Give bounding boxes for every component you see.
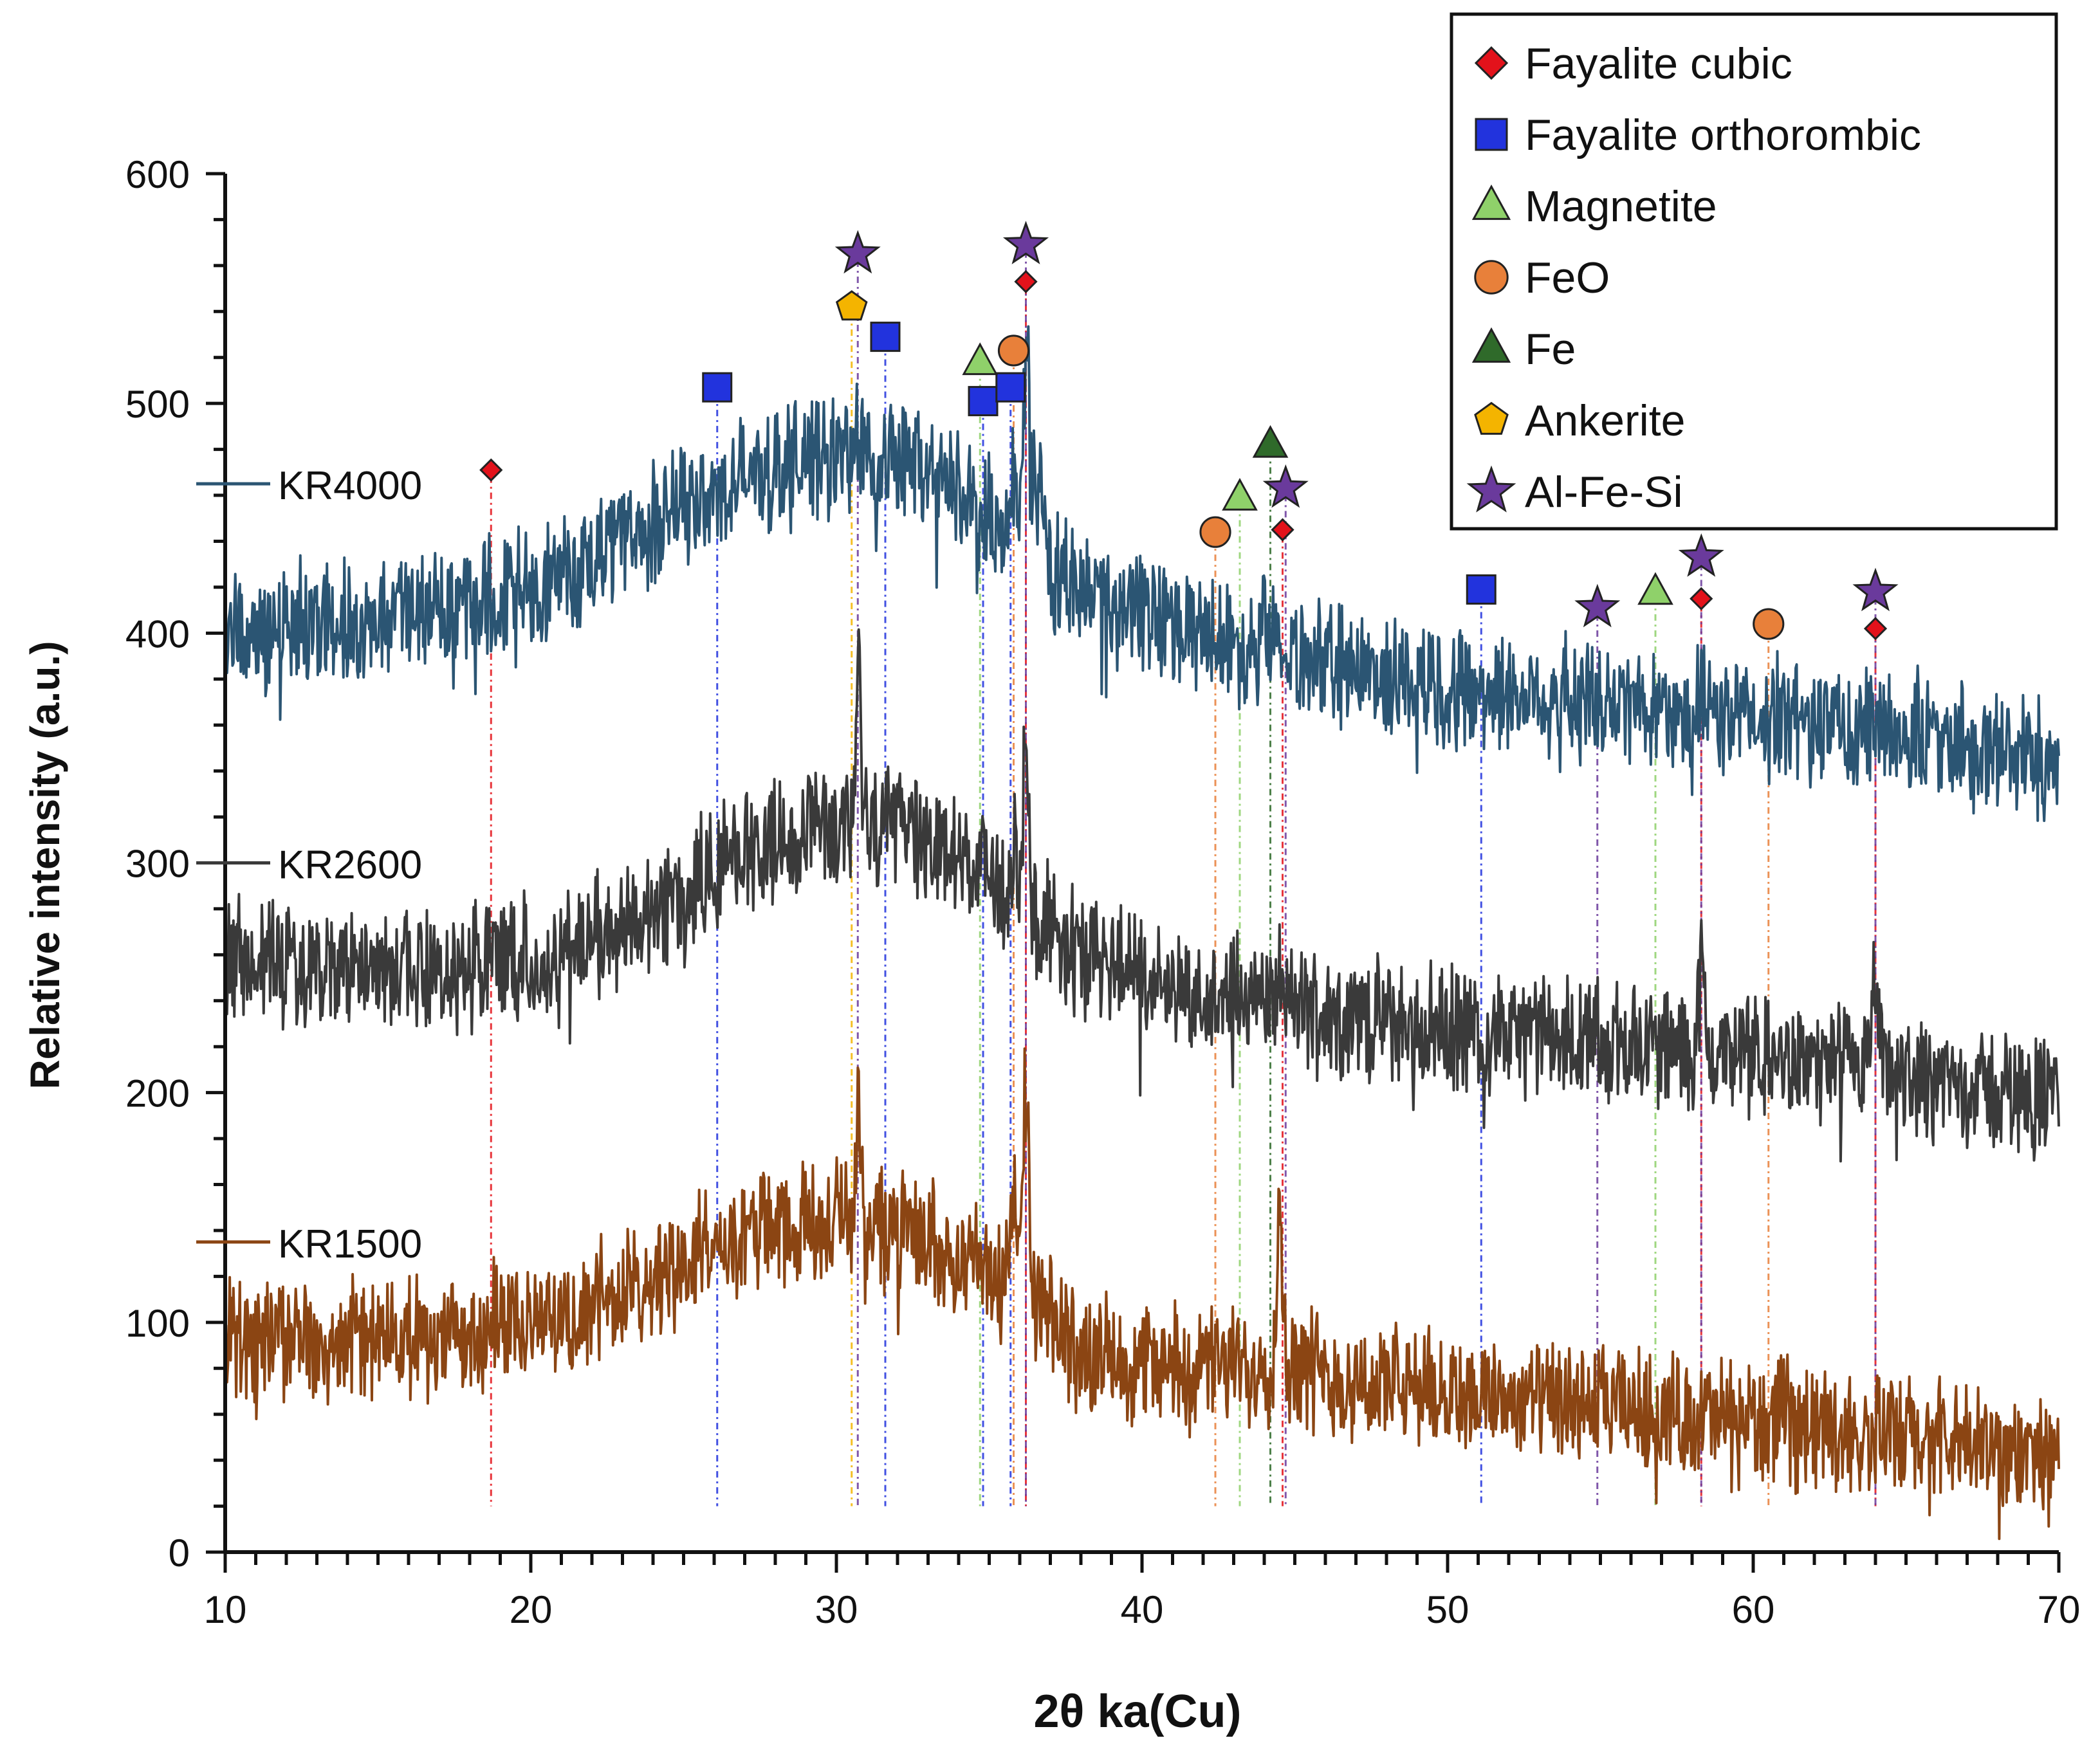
legend-label: Al-Fe-Si [1525,468,1683,517]
y-tick-label: 200 [125,1072,190,1115]
legend-item: Magnetite [1471,182,1717,231]
legend-label: Fayalite cubic [1525,39,1792,88]
series-label: KR4000 [278,464,422,508]
legend-item: Fayalite orthorombic [1475,111,1921,160]
square-marker-icon [1475,118,1508,151]
x-tick-label: 50 [1426,1588,1469,1631]
x-tick-label: 30 [815,1588,858,1631]
legend-item: Al-Fe-Si [1466,465,1683,517]
legend-item: Fe [1471,325,1576,374]
phase-marker-fayalite-orthorombic [870,322,901,352]
legend-item: Fayalite cubic [1474,39,1792,88]
series-label: KR1500 [278,1222,422,1267]
series-line-kr4000 [224,325,2060,822]
phase-marker-magnetite [1637,572,1673,605]
phase-marker-al-fe-si [1262,464,1309,508]
legend-label: Magnetite [1525,182,1717,231]
tick-labels: 0 100 200 300 400 500 600 10 20 30 40 50 60 70 [125,153,2080,1631]
phase-marker-fayalite-orthorombic [968,386,999,417]
legend: Fayalite cubic Fayalite orthorombic Magnet… [1450,12,2058,531]
triangle-marker-icon [1471,327,1511,363]
series-lines [224,325,2060,1541]
x-tick-label: 40 [1121,1588,1164,1631]
series-labels: KR4000 KR2600 KR1500 [196,464,422,1267]
phase-marker-fayalite-cubic [1014,270,1038,293]
tick-marks [206,172,2061,1573]
phase-marker-magnetite [1222,477,1258,511]
x-tick-label: 20 [510,1588,553,1631]
phase-marker-al-fe-si [1678,533,1724,577]
x-tick-label: 70 [2038,1588,2081,1631]
phase-marker-magnetite [962,342,999,376]
phase-marker-feo [1753,608,1785,640]
phase-marker-fayalite-cubic [479,458,503,482]
y-tick-label: 100 [125,1302,190,1345]
x-tick-label: 10 [204,1588,247,1631]
diamond-marker-icon [1474,46,1509,80]
phase-marker-feo [997,334,1030,367]
phase-marker-fayalite-orthorombic [1466,574,1497,605]
phase-marker-ankerite [835,290,868,321]
y-tick-label: 300 [125,843,190,886]
y-tick-label: 500 [125,383,190,426]
phase-marker-fayalite-cubic [1863,617,1888,641]
phase-marker-al-fe-si [834,230,881,274]
y-tick-label: 0 [169,1532,190,1575]
phase-marker-al-fe-si [1852,567,1899,612]
y-tick-label: 400 [125,612,190,655]
y-tick-label: 600 [125,153,190,196]
phase-marker-fayalite-cubic [1690,587,1713,610]
phase-marker-fayalite-orthorombic [995,372,1026,403]
phase-marker-al-fe-si [1574,583,1621,628]
legend-label: Fe [1525,325,1576,374]
triangle-marker-icon [1471,184,1511,220]
legend-label: Ankerite [1525,396,1685,445]
x-tick-label: 60 [1732,1588,1775,1631]
legend-box [1450,12,2058,531]
star-marker-icon [1466,465,1516,513]
legend-label: FeO [1525,253,1610,302]
phase-marker-fayalite-orthorombic [702,372,733,403]
legend-label: Fayalite orthorombic [1525,111,1921,160]
legend-item: Ankerite [1474,396,1685,445]
phase-marker-fayalite-cubic [1271,518,1294,542]
phase-marker-al-fe-si [1002,221,1049,264]
x-axis-title: 2θ ka(Cu) [1034,1686,1242,1737]
series-line-kr2600 [224,628,2060,1163]
circle-marker-icon [1474,260,1509,295]
y-axis-title: Relative intensity (a.u.) [22,641,68,1089]
series-label: KR2600 [278,843,422,888]
phase-marker-fe [1252,425,1289,458]
pentagon-marker-icon [1474,401,1509,435]
phase-markers [479,221,1899,641]
phase-marker-feo [1199,516,1231,548]
legend-item: FeO [1474,253,1610,302]
series-line-kr1500 [224,1047,2060,1541]
